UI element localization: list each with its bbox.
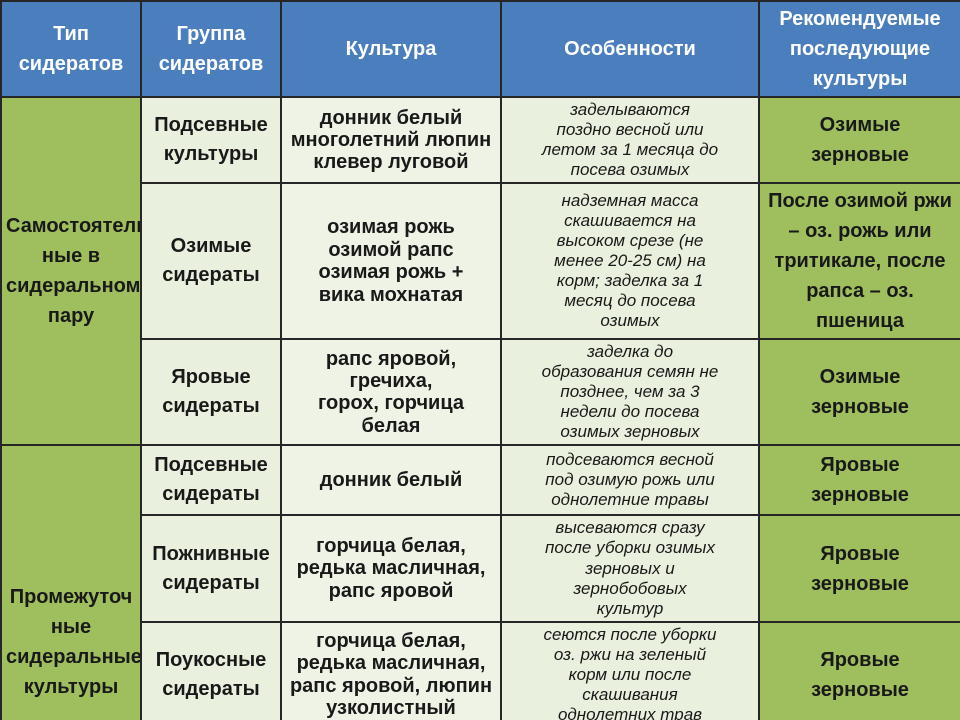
- type-cell-intermediate: Промежуточ ные сидеральные культуры: [0, 444, 142, 720]
- group-cell: Яровые сидераты: [140, 338, 282, 447]
- next-crops-cell: Озимые зерновые: [758, 338, 960, 447]
- features-cell: подсеваются весной под озимую рожь или о…: [500, 444, 760, 517]
- col-header-type: Тип сидератов: [0, 0, 142, 98]
- table-row: Яровые сидераты рапс яровой, гречиха, го…: [1, 338, 960, 447]
- culture-cell: горчица белая, редька масличная, рапс яр…: [280, 514, 502, 623]
- col-header-features: Особенности: [500, 0, 760, 98]
- group-cell: Озимые сидераты: [140, 182, 282, 341]
- table-row: Промежуточ ные сидеральные культуры Подс…: [0, 444, 960, 720]
- next-crops-cell: Яровые зерновые: [758, 620, 960, 720]
- table-row: Поукосные сидераты горчица белая, редька…: [1, 620, 960, 720]
- culture-cell: озимая рожь озимой рапс озимая рожь + ви…: [280, 182, 502, 341]
- features-cell: сеются после уборки оз. ржи на зеленый к…: [500, 620, 760, 720]
- table-row: Самостоятель ные в сидеральном пару Подс…: [0, 95, 960, 447]
- culture-cell: донник белый: [280, 444, 502, 517]
- table-row: Озимые сидераты озимая рожь озимой рапс …: [1, 182, 960, 341]
- col-header-culture: Культура: [280, 0, 502, 98]
- type-cell-independent: Самостоятель ные в сидеральном пару: [0, 95, 142, 447]
- next-crops-cell: Яровые зерновые: [758, 514, 960, 623]
- col-header-group: Группа сидератов: [140, 0, 282, 98]
- next-crops-cell: Яровые зерновые: [758, 444, 960, 517]
- culture-cell: рапс яровой, гречиха, горох, горчица бел…: [280, 338, 502, 447]
- next-crops-cell: После озимой ржи – оз. рожь или тритикал…: [758, 182, 960, 341]
- culture-cell: донник белый многолетний люпин клевер лу…: [280, 95, 502, 185]
- table-row: Пожнивные сидераты горчица белая, редька…: [1, 514, 960, 623]
- features-cell: заделка до образования семян не позднее,…: [500, 338, 760, 447]
- features-cell: высеваются сразу после уборки озимых зер…: [500, 514, 760, 623]
- group-cell: Подсевные сидераты: [140, 444, 282, 517]
- header-row: Тип сидератов Группа сидератов Культура …: [0, 0, 960, 98]
- culture-cell: горчица белая, редька масличная, рапс яр…: [280, 620, 502, 720]
- group-cell: Поукосные сидераты: [140, 620, 282, 720]
- features-cell: заделываются поздно весной или летом за …: [500, 95, 760, 185]
- col-header-next-crops: Рекомендуемые последующие культуры: [758, 0, 960, 98]
- next-crops-cell: Озимые зерновые: [758, 95, 960, 185]
- group-cell: Подсевные культуры: [140, 95, 282, 185]
- features-cell: надземная масса скашивается на высоком с…: [500, 182, 760, 341]
- group-cell: Пожнивные сидераты: [140, 514, 282, 623]
